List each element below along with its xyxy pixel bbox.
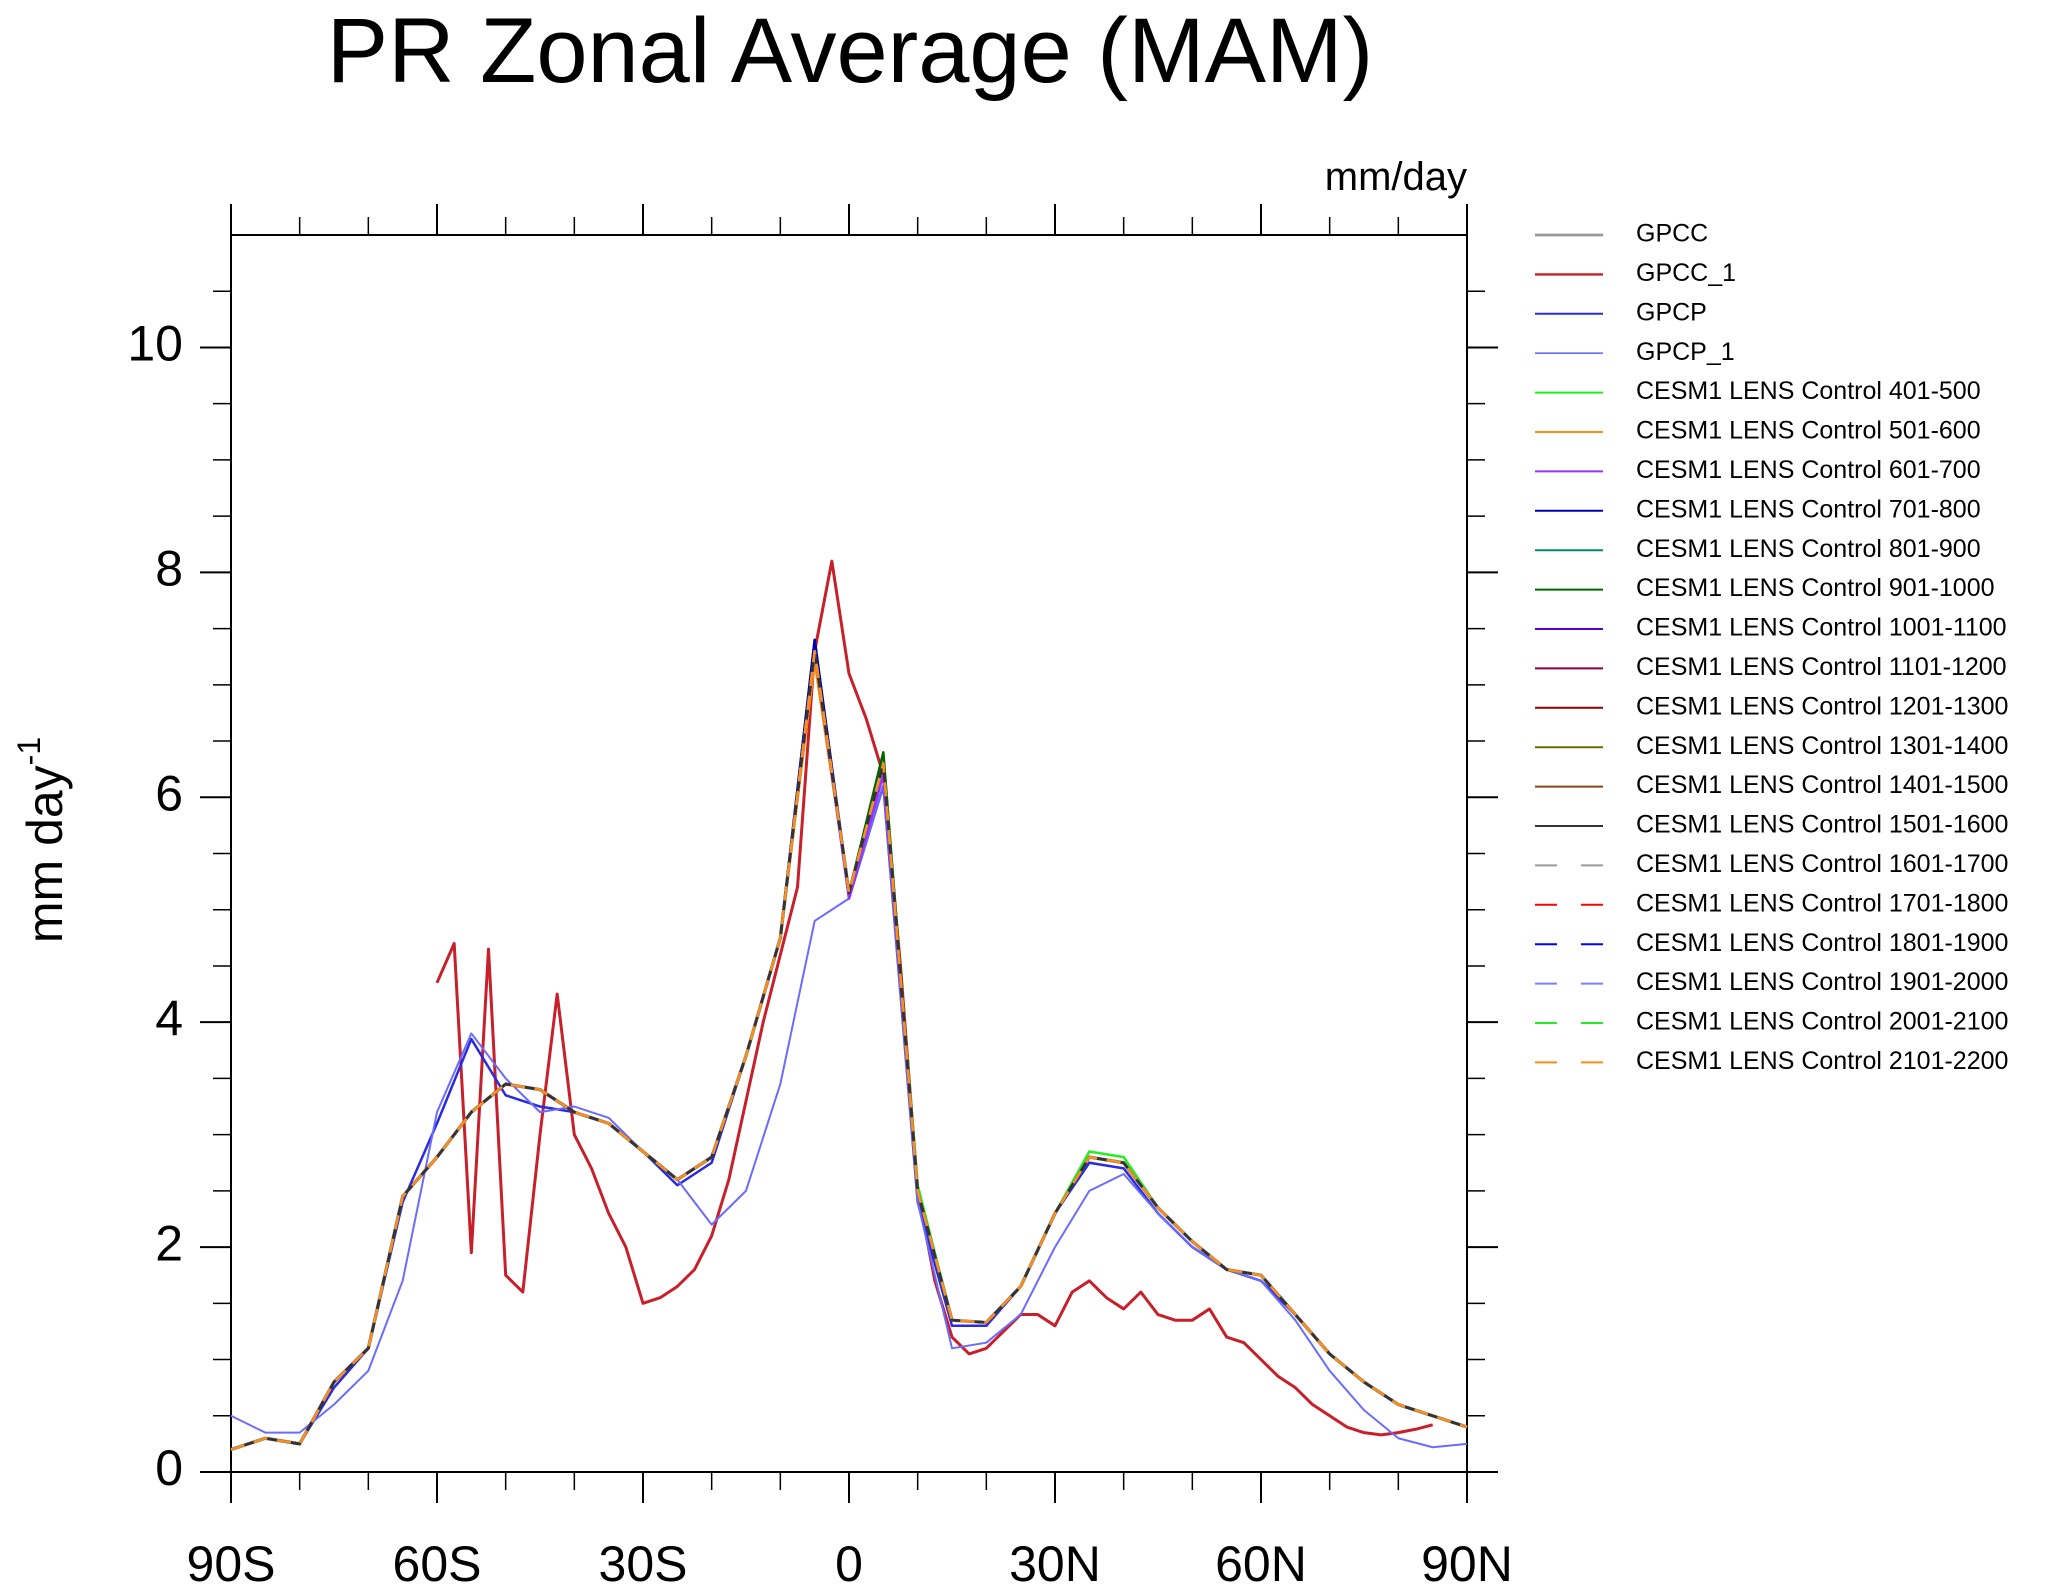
legend-label: CESM1 LENS Control 1301-1400 (1636, 732, 2008, 760)
y-tick-label: 2 (155, 1215, 183, 1271)
series-line (230, 649, 1468, 1451)
y-tick-label: 0 (155, 1440, 183, 1496)
legend-label: CESM1 LENS Control 2001-2100 (1636, 1008, 2008, 1036)
legend-label: CESM1 LENS Control 1001-1100 (1636, 614, 2007, 642)
series-line (230, 649, 1468, 1451)
series-line (230, 649, 1468, 1451)
x-tick-label: 90S (187, 1536, 276, 1592)
series-line (230, 649, 1468, 1451)
legend-label: CESM1 LENS Control 401-500 (1636, 377, 1981, 405)
legend-label: CESM1 LENS Control 1601-1700 (1636, 850, 2008, 878)
legend-label: CESM1 LENS Control 501-600 (1636, 417, 1981, 445)
legend-label: CESM1 LENS Control 1901-2000 (1636, 968, 2008, 996)
legend-label: CESM1 LENS Control 901-1000 (1636, 574, 1995, 602)
units-label: mm/day (1325, 155, 1467, 199)
y-tick-label: 8 (155, 541, 183, 597)
y-tick-label: 6 (155, 765, 183, 821)
series-line (230, 649, 1468, 1451)
legend-label: CESM1 LENS Control 1201-1300 (1636, 692, 2008, 720)
series-line (230, 638, 1468, 1451)
chart-title: PR Zonal Average (MAM) (327, 0, 1373, 102)
series-line (230, 649, 1468, 1451)
legend-label: CESM1 LENS Control 2101-2200 (1636, 1047, 2008, 1075)
y-tick-label: 4 (155, 990, 183, 1046)
series-line (435, 559, 1434, 1437)
series-line (230, 649, 1468, 1451)
legend-label: GPCP (1636, 298, 1707, 326)
plot-lines (230, 559, 1468, 1452)
series-line (230, 649, 1468, 1451)
x-tick-label: 30N (1009, 1536, 1101, 1592)
legend-label: CESM1 LENS Control 601-700 (1636, 456, 1981, 484)
legend-label: CESM1 LENS Control 801-900 (1636, 535, 1981, 563)
series-line (230, 649, 1468, 1451)
legend-label: CESM1 LENS Control 1801-1900 (1636, 929, 2008, 957)
series-line (230, 649, 1468, 1451)
y-axis-label: mm day-1 (11, 737, 73, 943)
y-axis-label-main: mm day (17, 765, 73, 943)
series-line (230, 649, 1468, 1451)
legend-label: CESM1 LENS Control 1701-1800 (1636, 889, 2008, 917)
legend-label: GPCP_1 (1636, 338, 1735, 366)
x-tick-label: 30S (599, 1536, 688, 1592)
x-tick-label: 60S (393, 1536, 482, 1592)
plot-frame (230, 234, 1468, 1473)
y-tick-label: 10 (127, 316, 183, 372)
series-line (230, 661, 1468, 1451)
series-line (230, 649, 1468, 1451)
y-axis-title: mm day-1 (11, 737, 73, 943)
legend-label: CESM1 LENS Control 1101-1200 (1636, 653, 2007, 681)
x-tick-label: 60N (1215, 1536, 1307, 1592)
legend-label: CESM1 LENS Control 1401-1500 (1636, 771, 2008, 799)
x-tick-label: 90N (1421, 1536, 1513, 1592)
x-tick-label: 0 (835, 1536, 863, 1592)
series-line (230, 649, 1468, 1451)
series-line (230, 638, 1468, 1451)
series-line (230, 649, 1468, 1451)
legend-label: GPCC (1636, 220, 1708, 248)
legend-label: CESM1 LENS Control 1501-1600 (1636, 811, 2008, 839)
series-line (230, 649, 1468, 1451)
series-line (230, 649, 1468, 1451)
series-line (230, 649, 1468, 1452)
y-axis-label-sup: -1 (11, 737, 47, 765)
legend-label: GPCC_1 (1636, 259, 1736, 287)
legend-label: CESM1 LENS Control 701-800 (1636, 495, 1981, 523)
